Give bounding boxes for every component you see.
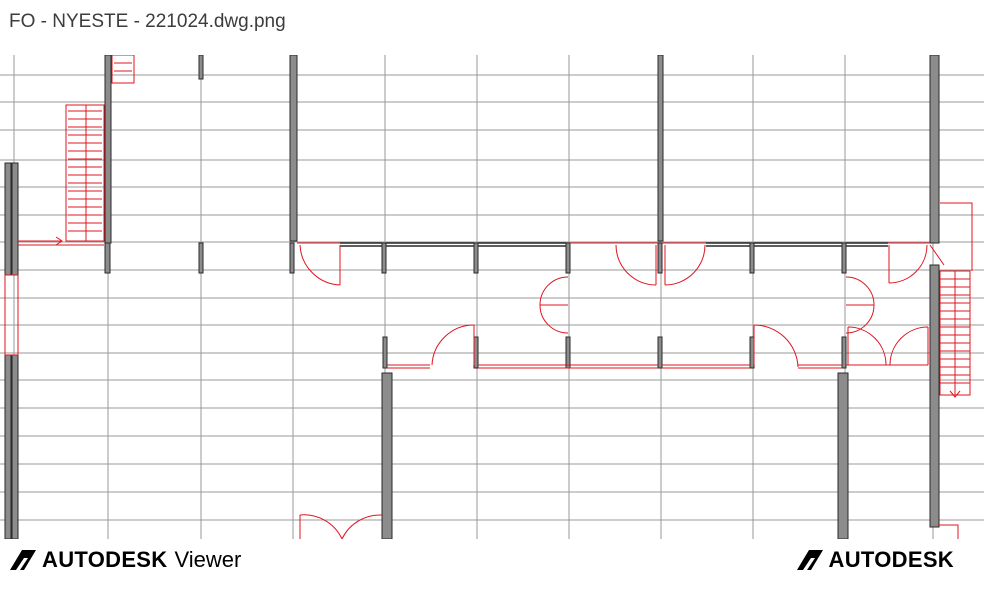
autodesk-logo-icon bbox=[10, 550, 36, 570]
walls bbox=[4, 55, 940, 539]
floor-plan-drawing bbox=[0, 55, 984, 539]
grid-horizontal bbox=[0, 74, 984, 521]
document-title: FO - NYESTE - 221024.dwg.png bbox=[9, 11, 286, 32]
brand-right-logo-text: AUTODESK bbox=[828, 547, 954, 572]
drawing-canvas[interactable] bbox=[0, 55, 984, 539]
autodesk-logo-icon bbox=[796, 550, 823, 570]
autodesk-brand-right[interactable]: AUTODESK bbox=[796, 547, 954, 573]
autodesk-viewer-brand: AUTODESK Viewer bbox=[10, 547, 241, 573]
grid-vertical bbox=[13, 55, 934, 539]
viewer-footer: AUTODESK Viewer AUTODESK bbox=[0, 539, 984, 589]
door-annotations bbox=[4, 55, 973, 539]
brand-left-product-text: Viewer bbox=[174, 547, 242, 572]
brand-left-logo-text: AUTODESK bbox=[42, 547, 168, 572]
corridor-walls bbox=[340, 242, 888, 247]
